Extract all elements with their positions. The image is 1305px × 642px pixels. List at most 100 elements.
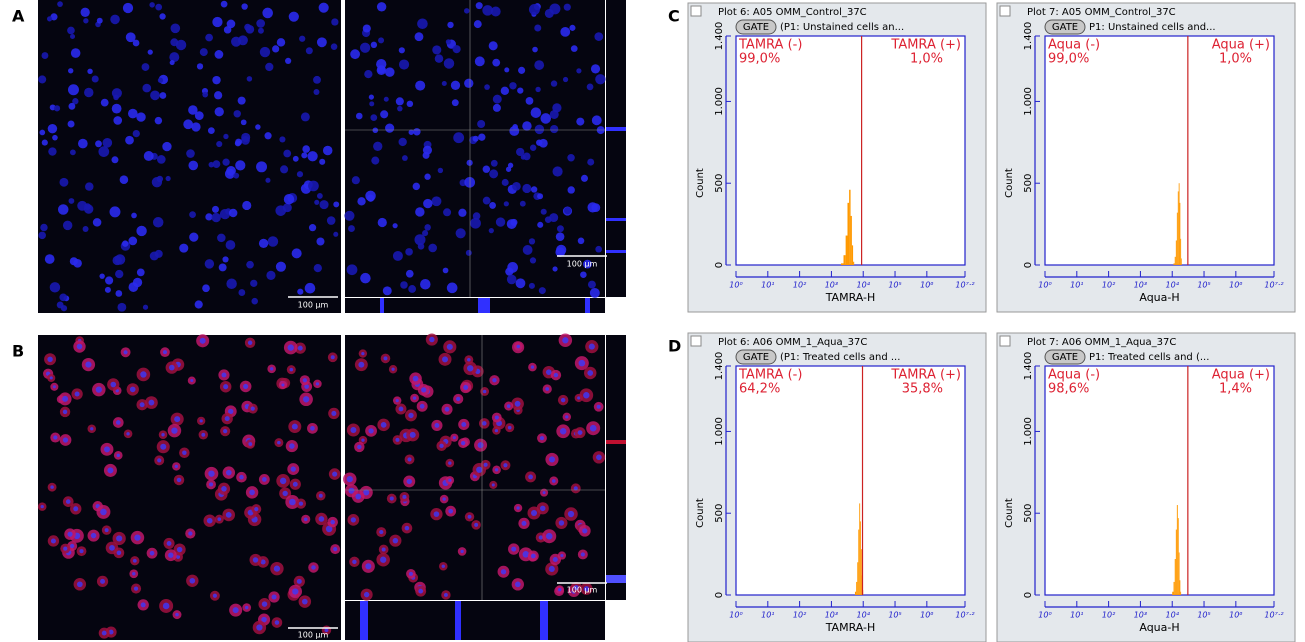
nucleus: [223, 429, 228, 434]
nucleus: [368, 94, 374, 100]
nucleus: [422, 230, 429, 237]
x-tick-label: 10¹: [1070, 281, 1083, 290]
region-name: Aqua (-): [1048, 368, 1100, 383]
gate-button: [735, 19, 777, 35]
nucleus: [446, 282, 458, 294]
nucleus: [258, 27, 264, 34]
nucleus: [539, 505, 546, 512]
histogram-bar: [859, 503, 861, 595]
nucleus: [461, 440, 466, 446]
nucleus: [431, 196, 442, 207]
checkbox: [690, 335, 702, 347]
nucleus: [308, 180, 319, 192]
nucleus: [296, 171, 304, 178]
nucleus: [188, 160, 199, 171]
nucleus: [528, 474, 533, 480]
plot-title: Plot 7: A06 OMM_1_Aqua_37C: [1027, 337, 1176, 348]
nucleus: [211, 205, 220, 213]
nucleus: [392, 250, 403, 261]
nucleus: [308, 224, 317, 232]
y-tick-label: 500: [714, 504, 725, 523]
nucleus: [214, 50, 224, 59]
nucleus: [98, 146, 110, 157]
nucleus: [74, 391, 80, 397]
nucleus: [307, 151, 318, 162]
nucleus: [241, 3, 248, 10]
nucleus: [371, 156, 380, 165]
nucleus: [414, 234, 426, 246]
nucleus: [169, 52, 180, 63]
y-tick-label: 1.400: [714, 22, 725, 51]
nucleus: [209, 482, 214, 487]
nucleus: [361, 351, 365, 356]
nucleus: [166, 540, 172, 546]
nucleus: [313, 89, 320, 96]
nucleus: [170, 23, 181, 34]
nucleus: [364, 69, 373, 79]
nucleus: [472, 212, 481, 220]
nucleus: [300, 112, 310, 122]
nucleus: [412, 396, 417, 400]
nucleus: [63, 546, 68, 551]
nucleus: [530, 107, 542, 118]
nucleus: [373, 141, 383, 151]
nucleus: [330, 355, 335, 360]
ortho-signal: [585, 298, 590, 313]
nucleus: [511, 546, 517, 552]
nucleus: [417, 243, 425, 250]
nucleus: [490, 6, 501, 17]
nucleus: [392, 223, 398, 229]
nucleus: [450, 80, 461, 90]
nucleus: [464, 78, 474, 88]
nucleus: [503, 463, 508, 468]
nucleus: [222, 256, 229, 263]
plot-subtitle: P1: Treated cells and (...: [1089, 352, 1209, 363]
nucleus: [223, 133, 229, 140]
histogram-bar: [1172, 591, 1174, 595]
nucleus: [333, 231, 339, 237]
nucleus: [482, 165, 491, 173]
nucleus: [475, 2, 483, 10]
nucleus: [476, 466, 483, 473]
nucleus: [261, 477, 267, 482]
nucleus: [256, 624, 263, 631]
nucleus: [49, 282, 61, 293]
nucleus: [344, 210, 355, 221]
nucleus: [194, 111, 204, 121]
nucleus: [92, 218, 102, 227]
nucleus: [110, 381, 117, 388]
nucleus: [594, 32, 604, 41]
nucleus: [376, 2, 387, 12]
region-name: TAMRA (+): [890, 368, 961, 383]
nucleus: [217, 233, 226, 243]
region-percent: 64,2%: [739, 382, 780, 397]
nucleus: [174, 464, 178, 469]
x-axis-label: Aqua-H: [1139, 291, 1179, 304]
nucleus: [99, 273, 105, 279]
nucleus: [331, 18, 339, 26]
nucleus: [398, 137, 407, 147]
nucleus: [285, 57, 292, 64]
nucleus: [111, 103, 122, 114]
nucleus: [315, 382, 320, 386]
ortho-signal: [606, 127, 626, 131]
nucleus: [559, 428, 567, 435]
nucleus: [100, 98, 109, 107]
nucleus: [225, 469, 232, 476]
nucleus: [161, 433, 165, 437]
nucleus: [442, 267, 449, 274]
x-tick-label: 10²: [1102, 281, 1116, 290]
y-tick-label: 0: [714, 262, 725, 268]
nucleus: [228, 408, 234, 415]
nucleus: [72, 98, 79, 105]
checkbox: [690, 5, 702, 17]
nucleus: [40, 223, 48, 232]
nucleus: [392, 537, 399, 544]
nucleus: [463, 385, 469, 390]
nucleus: [250, 406, 255, 411]
nucleus: [276, 38, 286, 47]
nucleus: [117, 302, 127, 312]
scale-bar-label: 100 µm: [567, 260, 598, 269]
nucleus: [569, 24, 576, 31]
